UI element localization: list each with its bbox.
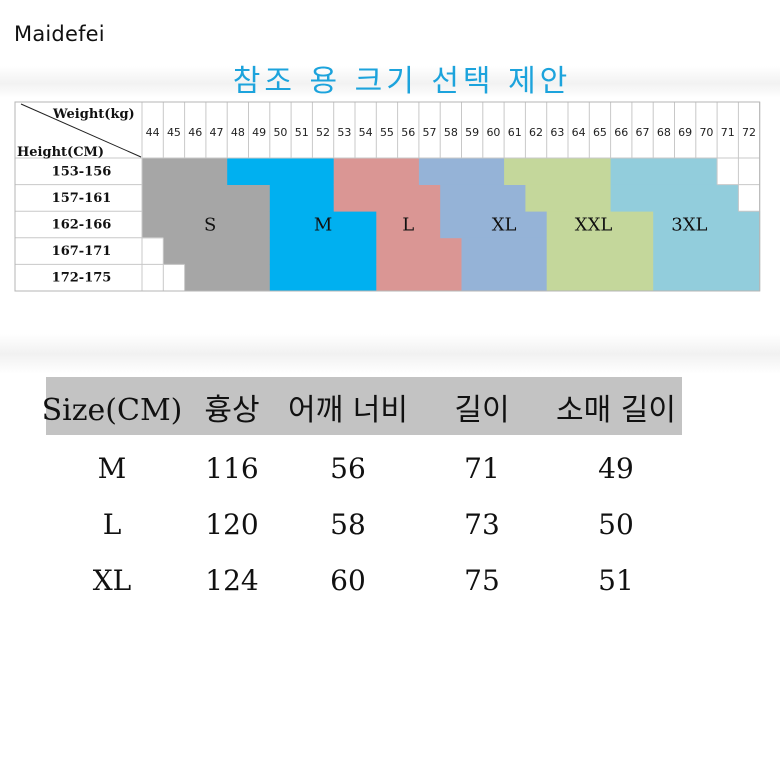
weight-value: 47 (210, 126, 224, 139)
weight-value: 65 (593, 126, 607, 139)
table-header-1: 흉상 (204, 393, 259, 428)
height-range: 157-161 (52, 191, 112, 206)
size-block-xl (440, 211, 548, 239)
weight-value: 48 (231, 126, 245, 139)
size-block-s (142, 211, 271, 239)
height-axis-label: Height(CM) (17, 145, 104, 160)
table-value-cell: 51 (598, 564, 634, 597)
size-block-s (142, 184, 271, 212)
size-block-xl (461, 264, 548, 292)
size-block-xxl (525, 184, 611, 212)
size-label-xl: XL (492, 215, 517, 236)
table-size-cell: M (98, 452, 127, 485)
height-range: 162-166 (52, 218, 112, 233)
size-block-3xl (610, 158, 718, 185)
size-label-m: M (314, 215, 332, 236)
size-label-3xl: 3XL (671, 215, 707, 236)
size-block-m (269, 184, 335, 212)
size-block-xxl (504, 158, 611, 185)
size-block-m (269, 264, 377, 292)
table-size-cell: L (103, 508, 122, 541)
weight-value: 69 (678, 126, 692, 139)
size-block-3xl (653, 264, 761, 292)
size-block-l (333, 158, 420, 185)
weight-value: 70 (699, 126, 713, 139)
page-title: 참조 용 크기 선택 제안 (232, 64, 572, 99)
height-range: 153-156 (52, 164, 112, 179)
size-block-s (163, 237, 271, 265)
size-block-m (269, 211, 377, 239)
table-header-3: 길이 (454, 393, 509, 428)
chart-border (14, 101, 761, 292)
weight-value: 60 (486, 126, 500, 139)
weight-value: 55 (380, 126, 394, 139)
size-label-xxl: XXL (575, 215, 613, 236)
weight-value: 52 (316, 126, 330, 139)
table-value-cell: 116 (205, 452, 258, 485)
size-block-s (184, 264, 271, 292)
weight-value: 67 (636, 126, 650, 139)
table-value-cell: 71 (464, 452, 500, 485)
table-size-cell: XL (93, 564, 132, 597)
weight-value: 50 (273, 126, 287, 139)
weight-value: 44 (146, 126, 160, 139)
table-header-band (46, 377, 682, 435)
table-header-2: 어깨 너비 (288, 393, 408, 428)
size-label-l: L (402, 215, 414, 236)
table-value-cell: 58 (330, 508, 366, 541)
weight-value: 61 (508, 126, 522, 139)
weight-value: 72 (742, 126, 756, 139)
size-block-l (376, 264, 462, 292)
weight-value: 53 (337, 126, 351, 139)
table-header-4: 소매 길이 (556, 393, 676, 428)
size-block-l (376, 237, 462, 265)
weight-value: 64 (572, 126, 586, 139)
size-block-3xl (653, 211, 761, 239)
size-block-m (269, 237, 377, 265)
size-block-m (227, 158, 335, 185)
weight-value: 68 (657, 126, 671, 139)
size-block-xxl (546, 237, 654, 265)
weight-value: 54 (359, 126, 373, 139)
height-range: 167-171 (52, 244, 112, 259)
weight-value: 71 (721, 126, 735, 139)
size-measurement-table: Size(CM) 흉상 어깨 너비 길이 소매 길이 M 116 56 71 49 L 120 58 73… (42, 377, 682, 597)
weight-value: 66 (614, 126, 628, 139)
size-block-xxl (546, 211, 654, 239)
weight-value: 58 (444, 126, 458, 139)
size-label-s: S (204, 215, 216, 236)
table-value-cell: 60 (330, 564, 366, 597)
height-range: 172-175 (52, 271, 112, 286)
size-block-3xl (653, 237, 761, 265)
size-block-xl (461, 237, 548, 265)
size-block-s (142, 158, 228, 185)
weight-value: 62 (529, 126, 543, 139)
weight-axis-label: Weight(kg) (52, 107, 135, 122)
weight-value: 49 (252, 126, 266, 139)
weight-value: 56 (401, 126, 415, 139)
corner-diagonal (20, 103, 142, 158)
table-value-cell: 56 (330, 452, 366, 485)
size-block-l (376, 211, 441, 239)
table-value-cell: 124 (205, 564, 258, 597)
weight-value: 63 (550, 126, 564, 139)
size-block-xxl (546, 264, 654, 292)
table-value-cell: 50 (598, 508, 634, 541)
size-recommendation-chart: Weight(kg) Height(CM) 44 45 46 47 48 49 50 51 52 53… (14, 101, 761, 292)
table-value-cell: 73 (464, 508, 500, 541)
table-value-cell: 120 (205, 508, 258, 541)
weight-value: 57 (423, 126, 437, 139)
weight-value: 45 (167, 126, 181, 139)
size-block-l (333, 184, 441, 212)
brand-name: Maidefei (14, 22, 105, 46)
weight-value: 46 (188, 126, 202, 139)
table-header-0: Size(CM) (42, 393, 183, 428)
table-value-cell: 49 (598, 452, 634, 485)
table-value-cell: 75 (464, 564, 500, 597)
weight-value: 59 (465, 126, 479, 139)
weight-value: 51 (295, 126, 309, 139)
size-block-xl (440, 184, 526, 212)
size-block-3xl (610, 184, 739, 212)
